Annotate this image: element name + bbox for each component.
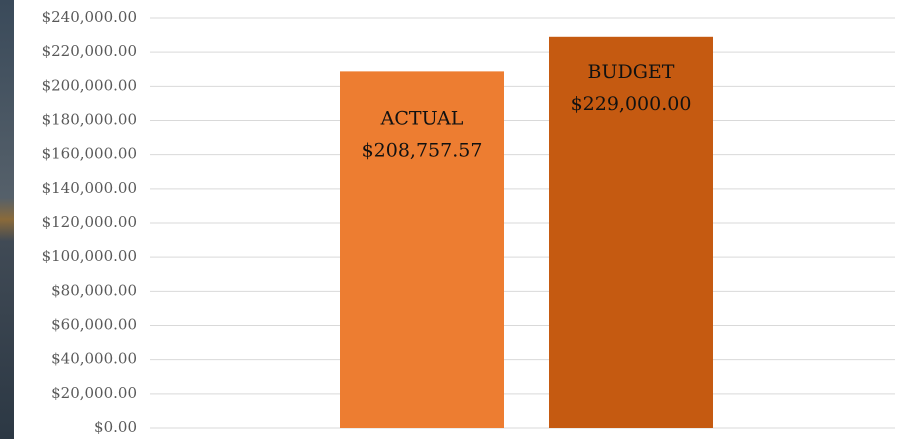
y-tick-label: $120,000.00 bbox=[42, 213, 137, 231]
chart: $0.00 $20,000.00 $40,000.00 $60,000.00 $80,0… bbox=[0, 0, 902, 439]
y-tick-label: $220,000.00 bbox=[42, 42, 137, 60]
y-tick-label: $40,000.00 bbox=[51, 350, 137, 368]
y-tick-label: $240,000.00 bbox=[42, 8, 137, 26]
y-tick-label: $0.00 bbox=[94, 418, 137, 436]
y-tick-label: $180,000.00 bbox=[42, 111, 137, 129]
y-tick-label: $160,000.00 bbox=[42, 145, 137, 163]
bar-category-label: BUDGET bbox=[588, 61, 675, 83]
y-tick-label: $100,000.00 bbox=[42, 247, 137, 265]
y-tick-label: $60,000.00 bbox=[51, 316, 137, 334]
bar-value-label: $229,000.00 bbox=[571, 93, 692, 115]
y-tick-label: $80,000.00 bbox=[51, 281, 137, 299]
y-tick-label: $20,000.00 bbox=[51, 384, 137, 402]
y-tick-label: $200,000.00 bbox=[42, 76, 137, 94]
bar-category-label: ACTUAL bbox=[380, 107, 464, 129]
y-tick-label: $140,000.00 bbox=[42, 179, 137, 197]
bar-value-label: $208,757.57 bbox=[362, 139, 483, 161]
background-image-strip bbox=[0, 0, 14, 439]
